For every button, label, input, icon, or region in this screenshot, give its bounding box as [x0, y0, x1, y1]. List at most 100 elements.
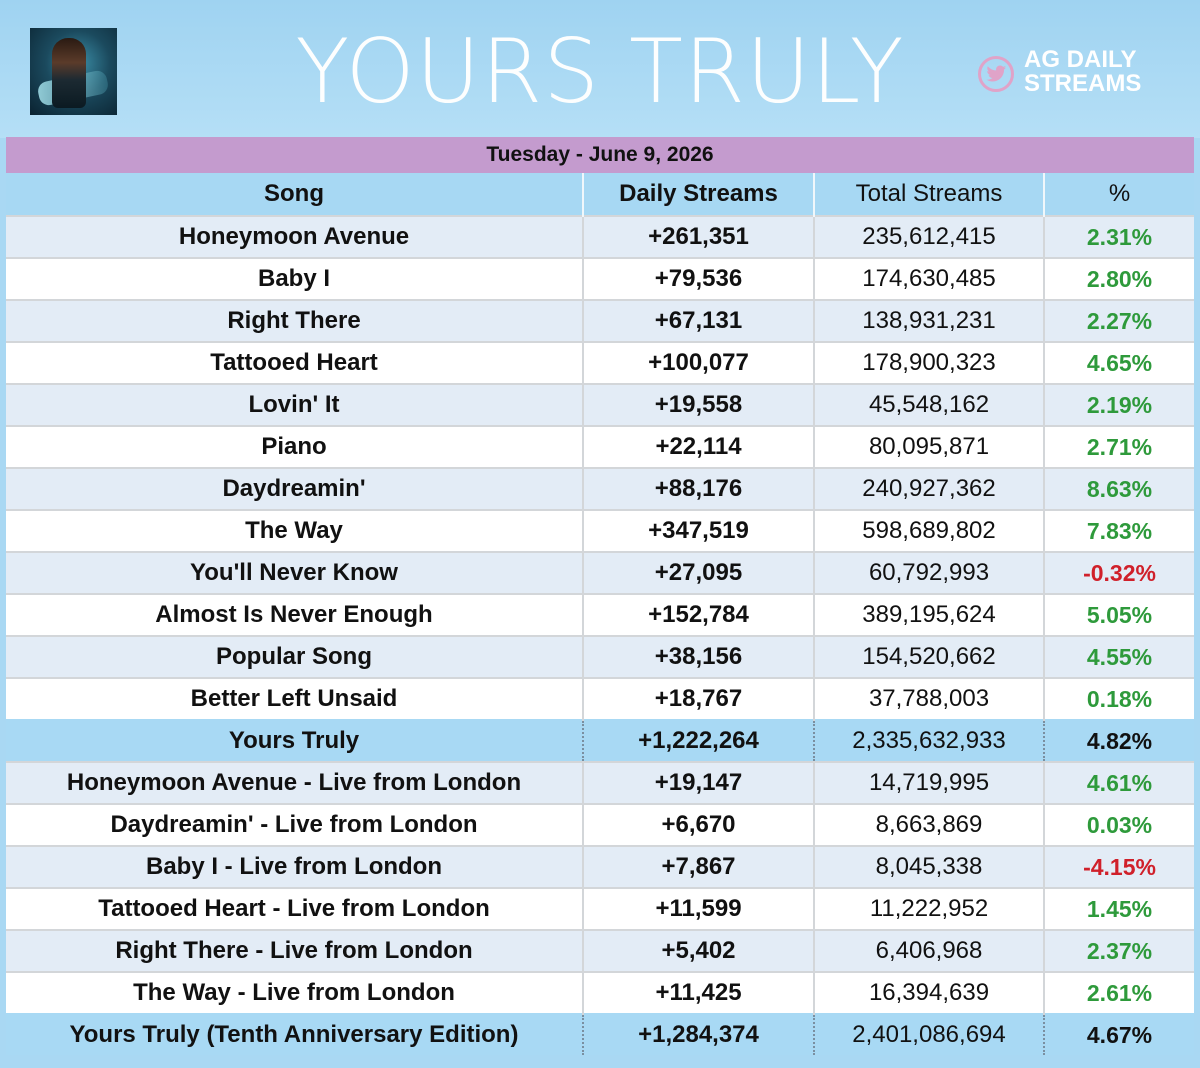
table-row: Honeymoon Avenue +261,351 235,612,415 2.31% [6, 215, 1194, 258]
table-row: Tattooed Heart - Live from London +11,599… [6, 887, 1194, 930]
cell-song: Right There [6, 299, 584, 342]
cell-percent: 5.05% [1044, 593, 1194, 636]
cell-percent: 4.61% [1044, 761, 1194, 804]
cell-song: Right There - Live from London [6, 929, 584, 972]
album-cover [30, 28, 117, 115]
cell-song: Piano [6, 425, 584, 468]
cell-song: Baby I [6, 257, 584, 300]
cell-total-streams: 598,689,802 [814, 509, 1045, 552]
cell-daily-streams: +100,077 [583, 341, 815, 384]
cell-total-streams: 240,927,362 [814, 467, 1045, 510]
cell-percent: 2.19% [1044, 383, 1194, 426]
cell-percent: 2.61% [1044, 971, 1194, 1014]
date-bar: Tuesday - June 9, 2026 [6, 137, 1194, 173]
cell-daily-streams: +67,131 [583, 299, 815, 342]
cell-percent: 0.18% [1044, 677, 1194, 720]
cell-percent: 7.83% [1044, 509, 1194, 552]
cell-percent: 8.63% [1044, 467, 1194, 510]
brand-line2: STREAMS [1024, 70, 1142, 97]
cell-total-streams: 14,719,995 [814, 761, 1045, 804]
cell-percent: 2.71% [1044, 425, 1194, 468]
cell-song: You'll Never Know [6, 551, 584, 594]
cell-daily-streams: +18,767 [583, 677, 815, 720]
cell-percent: 2.27% [1044, 299, 1194, 342]
cell-total-streams: 37,788,003 [814, 677, 1045, 720]
cell-total-streams: 154,520,662 [814, 635, 1045, 678]
table-row: The Way - Live from London +11,425 16,394,… [6, 971, 1194, 1014]
cell-daily-streams: +38,156 [583, 635, 815, 678]
table-row: The Way +347,519 598,689,802 7.83% [6, 509, 1194, 552]
cell-total-streams: 174,630,485 [814, 257, 1045, 300]
cell-song: Better Left Unsaid [6, 677, 584, 720]
table-row-album-total: Yours Truly (Tenth Anniversary Edition) +… [6, 1013, 1194, 1055]
column-header-percent: % [1044, 173, 1194, 216]
cell-percent: 4.55% [1044, 635, 1194, 678]
cell-daily-streams: +1,284,374 [583, 1013, 815, 1055]
cell-song: The Way [6, 509, 584, 552]
cell-daily-streams: +88,176 [583, 467, 815, 510]
cell-percent: 1.45% [1044, 887, 1194, 930]
cell-daily-streams: +1,222,264 [583, 719, 815, 762]
cell-song: Tattooed Heart - Live from London [6, 887, 584, 930]
table-row-album-total: Yours Truly +1,222,264 2,335,632,933 4.82% [6, 719, 1194, 762]
cell-daily-streams: +347,519 [583, 509, 815, 552]
cell-song: Daydreamin' - Live from London [6, 803, 584, 846]
column-header-daily-streams: Daily Streams [583, 173, 815, 216]
brand-text: AG DAILY STREAMS [1024, 48, 1141, 96]
twitter-bird-icon [978, 56, 1014, 92]
table-header-row: Song Daily Streams Total Streams % [6, 173, 1194, 216]
cell-song: Yours Truly [6, 719, 584, 762]
table-row: Honeymoon Avenue - Live from London +19,1… [6, 761, 1194, 804]
cell-song: Honeymoon Avenue [6, 215, 584, 258]
cell-percent: 2.31% [1044, 215, 1194, 258]
cell-daily-streams: +22,114 [583, 425, 815, 468]
cell-percent: 4.67% [1044, 1013, 1194, 1055]
cell-total-streams: 16,394,639 [814, 971, 1045, 1014]
cell-daily-streams: +6,670 [583, 803, 815, 846]
cell-total-streams: 178,900,323 [814, 341, 1045, 384]
table-row: Popular Song +38,156 154,520,662 4.55% [6, 635, 1194, 678]
cell-daily-streams: +261,351 [583, 215, 815, 258]
cell-total-streams: 138,931,231 [814, 299, 1045, 342]
cell-song: Honeymoon Avenue - Live from London [6, 761, 584, 804]
album-cover-figure [52, 38, 86, 108]
cell-daily-streams: +19,558 [583, 383, 815, 426]
cell-percent: -4.15% [1044, 845, 1194, 888]
table-row: Tattooed Heart +100,077 178,900,323 4.65% [6, 341, 1194, 384]
cell-daily-streams: +152,784 [583, 593, 815, 636]
cell-song: Baby I - Live from London [6, 845, 584, 888]
cell-song: Tattooed Heart [6, 341, 584, 384]
page-title-text: YOURS TRULY [295, 20, 905, 123]
column-header-total-streams: Total Streams [814, 173, 1045, 216]
table-body: Honeymoon Avenue +261,351 235,612,415 2.31%… [6, 215, 1194, 1055]
brand-line1: AG DAILY [1024, 46, 1137, 73]
cell-daily-streams: +79,536 [583, 257, 815, 300]
column-header-song: Song [6, 173, 584, 216]
table-row: Right There - Live from London +5,402 6,40… [6, 929, 1194, 972]
cell-song: Daydreamin' [6, 467, 584, 510]
cell-song: Yours Truly (Tenth Anniversary Edition) [6, 1013, 584, 1055]
cell-daily-streams: +27,095 [583, 551, 815, 594]
brand-logo: AG DAILY STREAMS [978, 48, 1168, 98]
cell-total-streams: 45,548,162 [814, 383, 1045, 426]
table-row: Daydreamin' - Live from London +6,670 8,66… [6, 803, 1194, 846]
page-title: YOURS TRULY [270, 22, 930, 122]
table-row: Baby I +79,536 174,630,485 2.80% [6, 257, 1194, 300]
cell-total-streams: 8,663,869 [814, 803, 1045, 846]
cell-total-streams: 11,222,952 [814, 887, 1045, 930]
bird-shape [986, 65, 1007, 82]
cell-total-streams: 235,612,415 [814, 215, 1045, 258]
cell-daily-streams: +11,425 [583, 971, 815, 1014]
cell-total-streams: 2,335,632,933 [814, 719, 1045, 762]
cell-song: The Way - Live from London [6, 971, 584, 1014]
cell-percent: 0.03% [1044, 803, 1194, 846]
cell-daily-streams: +11,599 [583, 887, 815, 930]
cell-percent: 4.65% [1044, 341, 1194, 384]
cell-daily-streams: +5,402 [583, 929, 815, 972]
cell-total-streams: 80,095,871 [814, 425, 1045, 468]
streams-table: Song Daily Streams Total Streams % Honey… [6, 173, 1194, 1055]
cell-daily-streams: +19,147 [583, 761, 815, 804]
cell-song: Lovin' It [6, 383, 584, 426]
cell-percent: 4.82% [1044, 719, 1194, 762]
cell-total-streams: 389,195,624 [814, 593, 1045, 636]
